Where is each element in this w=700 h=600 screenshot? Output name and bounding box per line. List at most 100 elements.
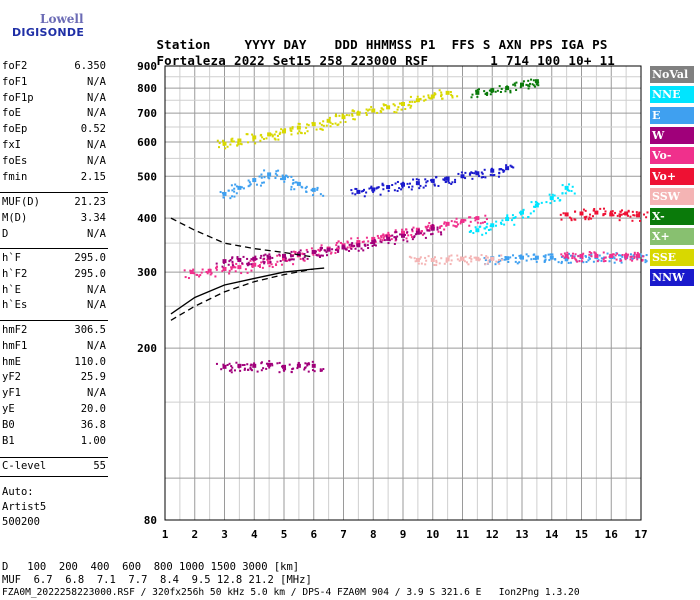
trace-dot-x-trace (299, 249, 302, 252)
trace-dot-upper-cyan (551, 193, 554, 196)
trace-dot-low-es (253, 362, 256, 365)
trace-dot-o-trace (438, 226, 441, 229)
param-value: 295.0 (74, 252, 106, 264)
trace-point-second-hop (401, 101, 405, 106)
trace-dot-ext-magenta (627, 253, 630, 256)
trace-dot-second-hop (365, 113, 368, 116)
trace-dot-ext-blue (497, 261, 500, 264)
trace-dot-red-tail (612, 214, 615, 217)
trace-dot-blue-cloud (269, 174, 272, 177)
param-label: yF1 (2, 387, 21, 400)
trace-dot-x-trace (292, 258, 295, 261)
trace-dot-ext-blue (598, 254, 601, 257)
trace-dot-o-trace (337, 240, 340, 243)
trace-dot-blue-cloud (290, 188, 293, 191)
trace-dot-second-hop (352, 118, 355, 121)
profile-solid (170, 267, 325, 315)
param-value: 295.0 (74, 267, 106, 280)
trace-point-x-trace (237, 257, 242, 262)
trace-point-x-trace (282, 253, 286, 258)
trace-dot-o-trace (249, 259, 252, 262)
trace-dot-x-trace (350, 243, 353, 246)
trace-point-o-trace (207, 268, 212, 273)
trace-dot-x-trace (436, 226, 439, 229)
x-tick-label: 7 (340, 528, 347, 541)
trace-dot-red-tail (568, 216, 571, 219)
trace-dot-ext-magenta (576, 260, 579, 263)
hdr-iga-val: 10+ (568, 53, 592, 68)
param-value: N/A (87, 75, 106, 88)
trace-dot-second-hop (230, 139, 233, 142)
trace-dot-x-trace (348, 250, 351, 253)
trace-dot-o-trace (440, 225, 443, 228)
trace-dot-x-trace (303, 256, 306, 259)
trace-dot-x-trace (430, 225, 433, 228)
trace-dot-ext-blue (613, 257, 616, 260)
param-value: 20.0 (80, 403, 106, 415)
trace-dot-third-hop (489, 93, 492, 96)
trace-dot-second-hop (246, 141, 249, 144)
trace-point-second-hop (386, 105, 391, 110)
trace-dot-upper-cyan (553, 199, 556, 202)
trace-point-second-hop (282, 129, 286, 134)
trace-dot-x-trace (354, 247, 357, 250)
trace-dot-second-hop (280, 128, 283, 131)
trace-dot-x-trace (423, 232, 426, 235)
trace-dot-ext-blue (569, 261, 572, 264)
trace-dot-second-hop (351, 114, 354, 117)
trace-dot-x-trace (303, 253, 306, 256)
trace-dot-blue-cloud (230, 184, 233, 187)
trace-dot-second-hop (315, 128, 318, 131)
legend-item-x-: X- (650, 208, 694, 226)
trace-point-low-es (282, 364, 286, 369)
trace-dot-ext-magenta (582, 252, 585, 255)
trace-dot-blue-cloud (312, 194, 315, 197)
param-label: foF1p (2, 91, 34, 104)
trace-point-ext-magenta (564, 253, 569, 258)
trace-dot-low-es (247, 368, 250, 371)
trace-dot-red-tail (585, 215, 588, 218)
trace-dot-o-trace (183, 269, 186, 272)
trace-dot-third-hop (528, 85, 531, 88)
param-label: h`F (2, 252, 21, 264)
trace-dot-x-trace (380, 241, 383, 244)
trace-dot-second-hop (320, 123, 323, 126)
trace-dot-low-es (222, 363, 225, 366)
trace-dot-upper-cyan (537, 202, 540, 205)
trace-dot-low-es (228, 362, 231, 365)
trace-point-o-trace (356, 240, 361, 245)
trace-dot-upper-cyan (472, 232, 475, 235)
trace-dot-third-hop (486, 91, 489, 94)
trace-dot-second-hop (339, 121, 342, 124)
trace-dot-o-trace (439, 225, 442, 228)
trace-dot-third-hop (528, 82, 531, 85)
trace-dot-blue-cloud (222, 196, 225, 199)
trace-dot-x-trace (324, 249, 327, 252)
trace-dot-upper-cyan (520, 212, 523, 215)
trace-dot-low-es (288, 363, 291, 366)
trace-dot-upper-line (410, 188, 413, 191)
trace-dot-ext-blue (587, 259, 590, 262)
trace-dot-x-trace (396, 235, 399, 238)
param-value: 306.5 (74, 324, 106, 336)
trace-dot-o-trace (411, 230, 414, 233)
trace-dot-ext-magenta (560, 253, 563, 256)
trace-dot-ssw-fill (408, 255, 411, 258)
trace-dot-o-trace (230, 266, 233, 269)
trace-dot-second-hop (380, 111, 383, 114)
trace-dot-x-trace (424, 236, 427, 239)
legend-item-noval: NoVal (650, 66, 694, 83)
trace-dot-upper-cyan (513, 223, 516, 226)
trace-dot-ext-blue (484, 259, 487, 262)
trace-dot-x-trace (337, 250, 340, 253)
trace-dot-o-trace (254, 263, 257, 266)
trace-point-second-hop (445, 90, 450, 95)
trace-dot-ext-blue (507, 257, 510, 260)
trace-dot-third-hop (532, 79, 535, 82)
hdr-p1: P1 (420, 37, 436, 52)
trace-dot-x-trace (428, 229, 431, 232)
trace-dot-second-hop (230, 138, 233, 141)
trace-dot-second-hop (409, 95, 412, 98)
trace-dot-upper-line (447, 180, 450, 183)
trace-dot-x-trace (259, 256, 262, 259)
